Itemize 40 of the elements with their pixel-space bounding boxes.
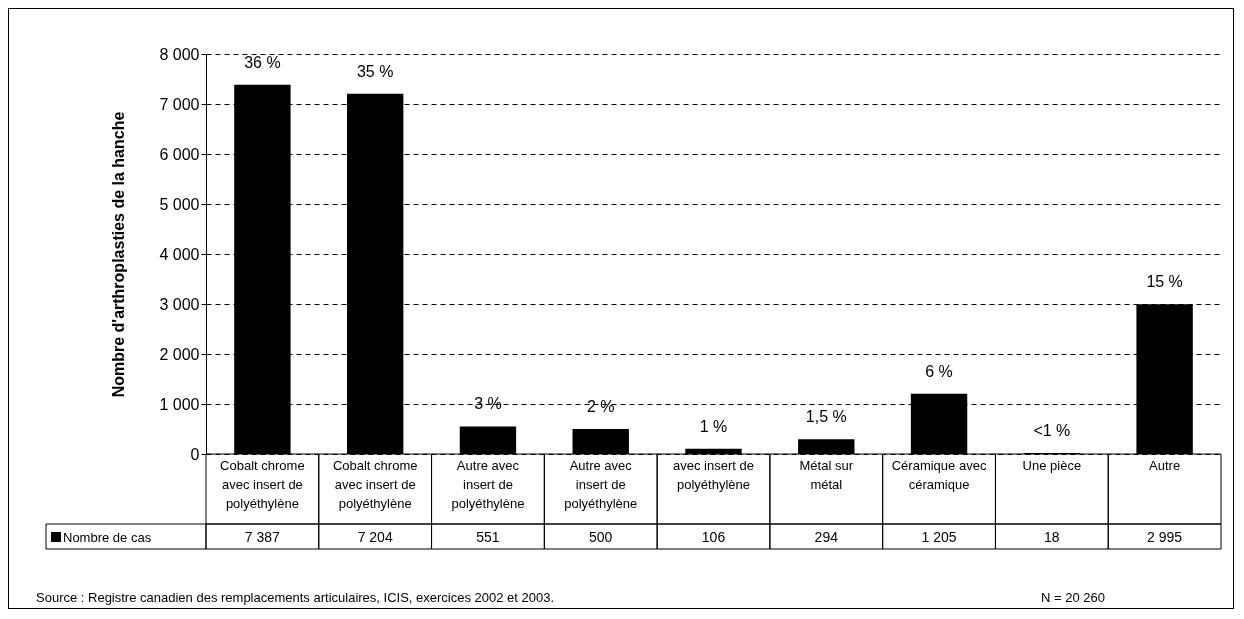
- y-tick-label: 5 000: [159, 195, 200, 213]
- annotation: 36 %: [244, 53, 281, 71]
- data-label: 2 995: [1147, 528, 1183, 545]
- data-label: 551: [476, 528, 500, 545]
- annotation: 1 %: [699, 417, 728, 435]
- x-tick-label: Une pièce: [1022, 458, 1082, 473]
- x-tick-label: Autre: [1149, 458, 1181, 473]
- x-tick-label: avec insert de polyéthylène: [673, 458, 754, 492]
- y-tick-label: 3 000: [159, 295, 200, 313]
- x-tick-label: Céramique avec céramique: [891, 458, 987, 492]
- x-tick-label: Autre avec insert de polyéthylène: [451, 458, 525, 511]
- data-label: 294: [814, 528, 839, 545]
- annotation: 3 %: [474, 395, 502, 413]
- annotation: 2 %: [586, 398, 615, 415]
- annotation: 6 %: [925, 362, 953, 380]
- x-tick-label: Cobalt chrome avec insert de polyéthylène: [332, 458, 418, 511]
- x-tick-label: Métal sur métal: [799, 458, 854, 492]
- data-label: 500: [589, 528, 613, 545]
- y-axis-title: Nombre d'arthroplasties de la hanche: [109, 111, 127, 398]
- annotation: <1 %: [1033, 422, 1071, 440]
- y-tick-label: 6 000: [159, 145, 200, 163]
- data-label: 106: [701, 528, 726, 545]
- y-tick-label: 8 000: [159, 45, 200, 63]
- y-tick-label: 4 000: [159, 245, 200, 263]
- data-label: 18: [1044, 528, 1060, 545]
- y-tick-label: 1 000: [159, 395, 200, 413]
- data-label: 7 387: [244, 528, 281, 545]
- annotation: 1,5 %: [805, 408, 847, 426]
- legend-label: Nombre de cas: [63, 529, 152, 545]
- y-tick-label: 2 000: [159, 345, 200, 363]
- y-tick-label: 7 000: [159, 95, 200, 113]
- data-label: 7 204: [357, 528, 393, 545]
- x-tick-label: Autre avec insert de polyéthylène: [564, 458, 638, 511]
- text: N = 20 260: [1041, 590, 1105, 605]
- x-tick-label: Cobalt chrome avec insert de polyéthylène: [220, 458, 305, 511]
- annotation: 35 %: [356, 62, 394, 80]
- y-tick-label: 0: [190, 445, 200, 463]
- data-label: 1 205: [921, 528, 957, 545]
- source-note: Source : Registre canadien des remplacements articulaires, ICIS, exercices 2002 et 2003.: [36, 590, 555, 605]
- annotation: 15 %: [1146, 273, 1183, 291]
